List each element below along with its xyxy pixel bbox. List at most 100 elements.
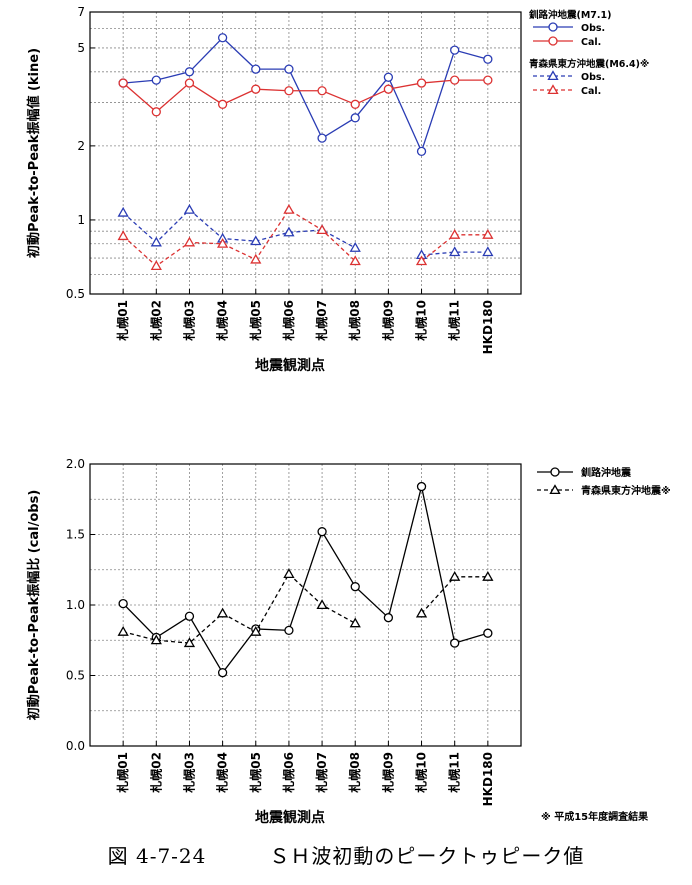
x-tick-label: 札幌11 [447,752,462,794]
footnote: ※ 平成15年度調査結果 [541,812,649,823]
gridlines [90,464,521,746]
data-point [283,568,295,579]
x-tick-label: 札幌01 [115,300,130,342]
data-point [350,582,360,592]
data-point [349,617,361,628]
data-point [216,237,229,248]
y-tick-label: 1.0 [66,598,85,612]
data-point [383,84,394,94]
data-point [283,203,295,214]
legend-group-title: 青森県東方沖地震(M6.4)※ [529,58,649,70]
data-point [151,107,161,117]
data-point [483,628,493,638]
x-tick-label: HKD180 [481,300,495,354]
x-tick-label: 札幌08 [347,752,362,794]
data-point [184,67,195,77]
data-point [284,64,294,74]
data-point [251,84,261,94]
y-tick-label: 0.0 [66,739,85,753]
legend-group-title: 釧路沖地震(M7.1) [529,9,611,21]
series-line [122,572,356,644]
data-point [283,226,295,237]
data-point [449,570,461,581]
series-line [122,208,356,267]
x-tick-label: 札幌04 [215,300,230,342]
data-point [449,246,461,257]
data-point [284,625,294,636]
x-tick-label: 札幌06 [281,752,296,794]
data-point [383,613,394,623]
x-tick-label: 札幌05 [248,300,263,342]
series-line [122,79,488,113]
data-point [482,229,494,239]
legend-label: 釧路沖地震 [581,466,632,479]
data-point [117,625,129,636]
x-axis-label: 地震観測点 [255,357,325,374]
figure-caption: 図 4-7-24 ＳＨ波初動のピークトゥピーク値 [107,844,585,868]
legend-marker [549,484,561,495]
legend-label: Cal. [581,86,601,97]
y-tick-label: 0.5 [66,287,85,301]
y-tick-label: 2.0 [66,457,85,471]
x-tick-label: 札幌06 [281,300,296,342]
data-point [183,203,196,214]
x-tick-label: 札幌01 [115,752,130,794]
y-axis-label: 初動Peak-to-Peak振幅値 (kine) [26,48,42,258]
data-point [217,668,228,678]
data-point [118,78,128,88]
data-point [383,72,394,82]
data-point [416,146,427,156]
data-point [450,638,460,648]
data-point [416,481,427,492]
legend-label: Obs. [581,23,605,34]
data-point [251,64,261,74]
x-tick-label: 札幌02 [148,752,163,794]
series-4 [117,203,494,270]
data-point [482,570,494,581]
data-point [317,86,327,96]
data-point [150,260,162,270]
x-tick-label: 札幌10 [414,300,429,342]
y-tick-label: 7 [77,5,85,19]
data-point [184,78,195,88]
data-point [317,527,327,537]
data-point [350,99,360,109]
y-tick-label: 5 [77,41,85,55]
data-point [416,78,427,88]
data-point [317,133,327,143]
series-line [122,208,356,249]
x-tick-label: 札幌10 [414,752,429,794]
data-point [217,33,228,43]
data-point [217,99,228,109]
y-tick-label: 0.5 [66,669,85,683]
data-point [349,242,361,252]
y-tick-label: 1 [77,213,85,227]
series-line [123,36,489,154]
series-1 [118,33,493,156]
series-2 [117,568,494,648]
x-tick-label: 札幌02 [148,300,163,342]
x-tick-label: 札幌03 [181,300,196,342]
plot-area-frame [89,11,522,295]
data-point [117,230,129,241]
data-point [184,611,195,621]
y-axis-label: 初動Peak-to-Peak振幅比 (cal/obs) [26,490,42,721]
data-point [151,75,161,85]
series-line [122,486,489,674]
data-point [483,54,493,64]
legend-marker [547,70,559,81]
x-tick-label: HKD180 [481,752,495,806]
x-tick-label: 札幌04 [215,752,230,794]
series-1 [118,481,493,678]
x-tick-label: 札幌07 [314,300,329,342]
legend-label: 青森県東方沖地震※ [581,484,671,497]
data-point [349,255,361,266]
legend-label: Cal. [581,37,601,48]
x-tick-label: 札幌08 [347,300,362,342]
data-point [150,634,162,645]
x-axis-label: 地震観測点 [255,809,325,826]
data-point [316,224,328,235]
data-point [216,607,229,618]
data-point [449,229,461,239]
data-point [316,599,328,610]
